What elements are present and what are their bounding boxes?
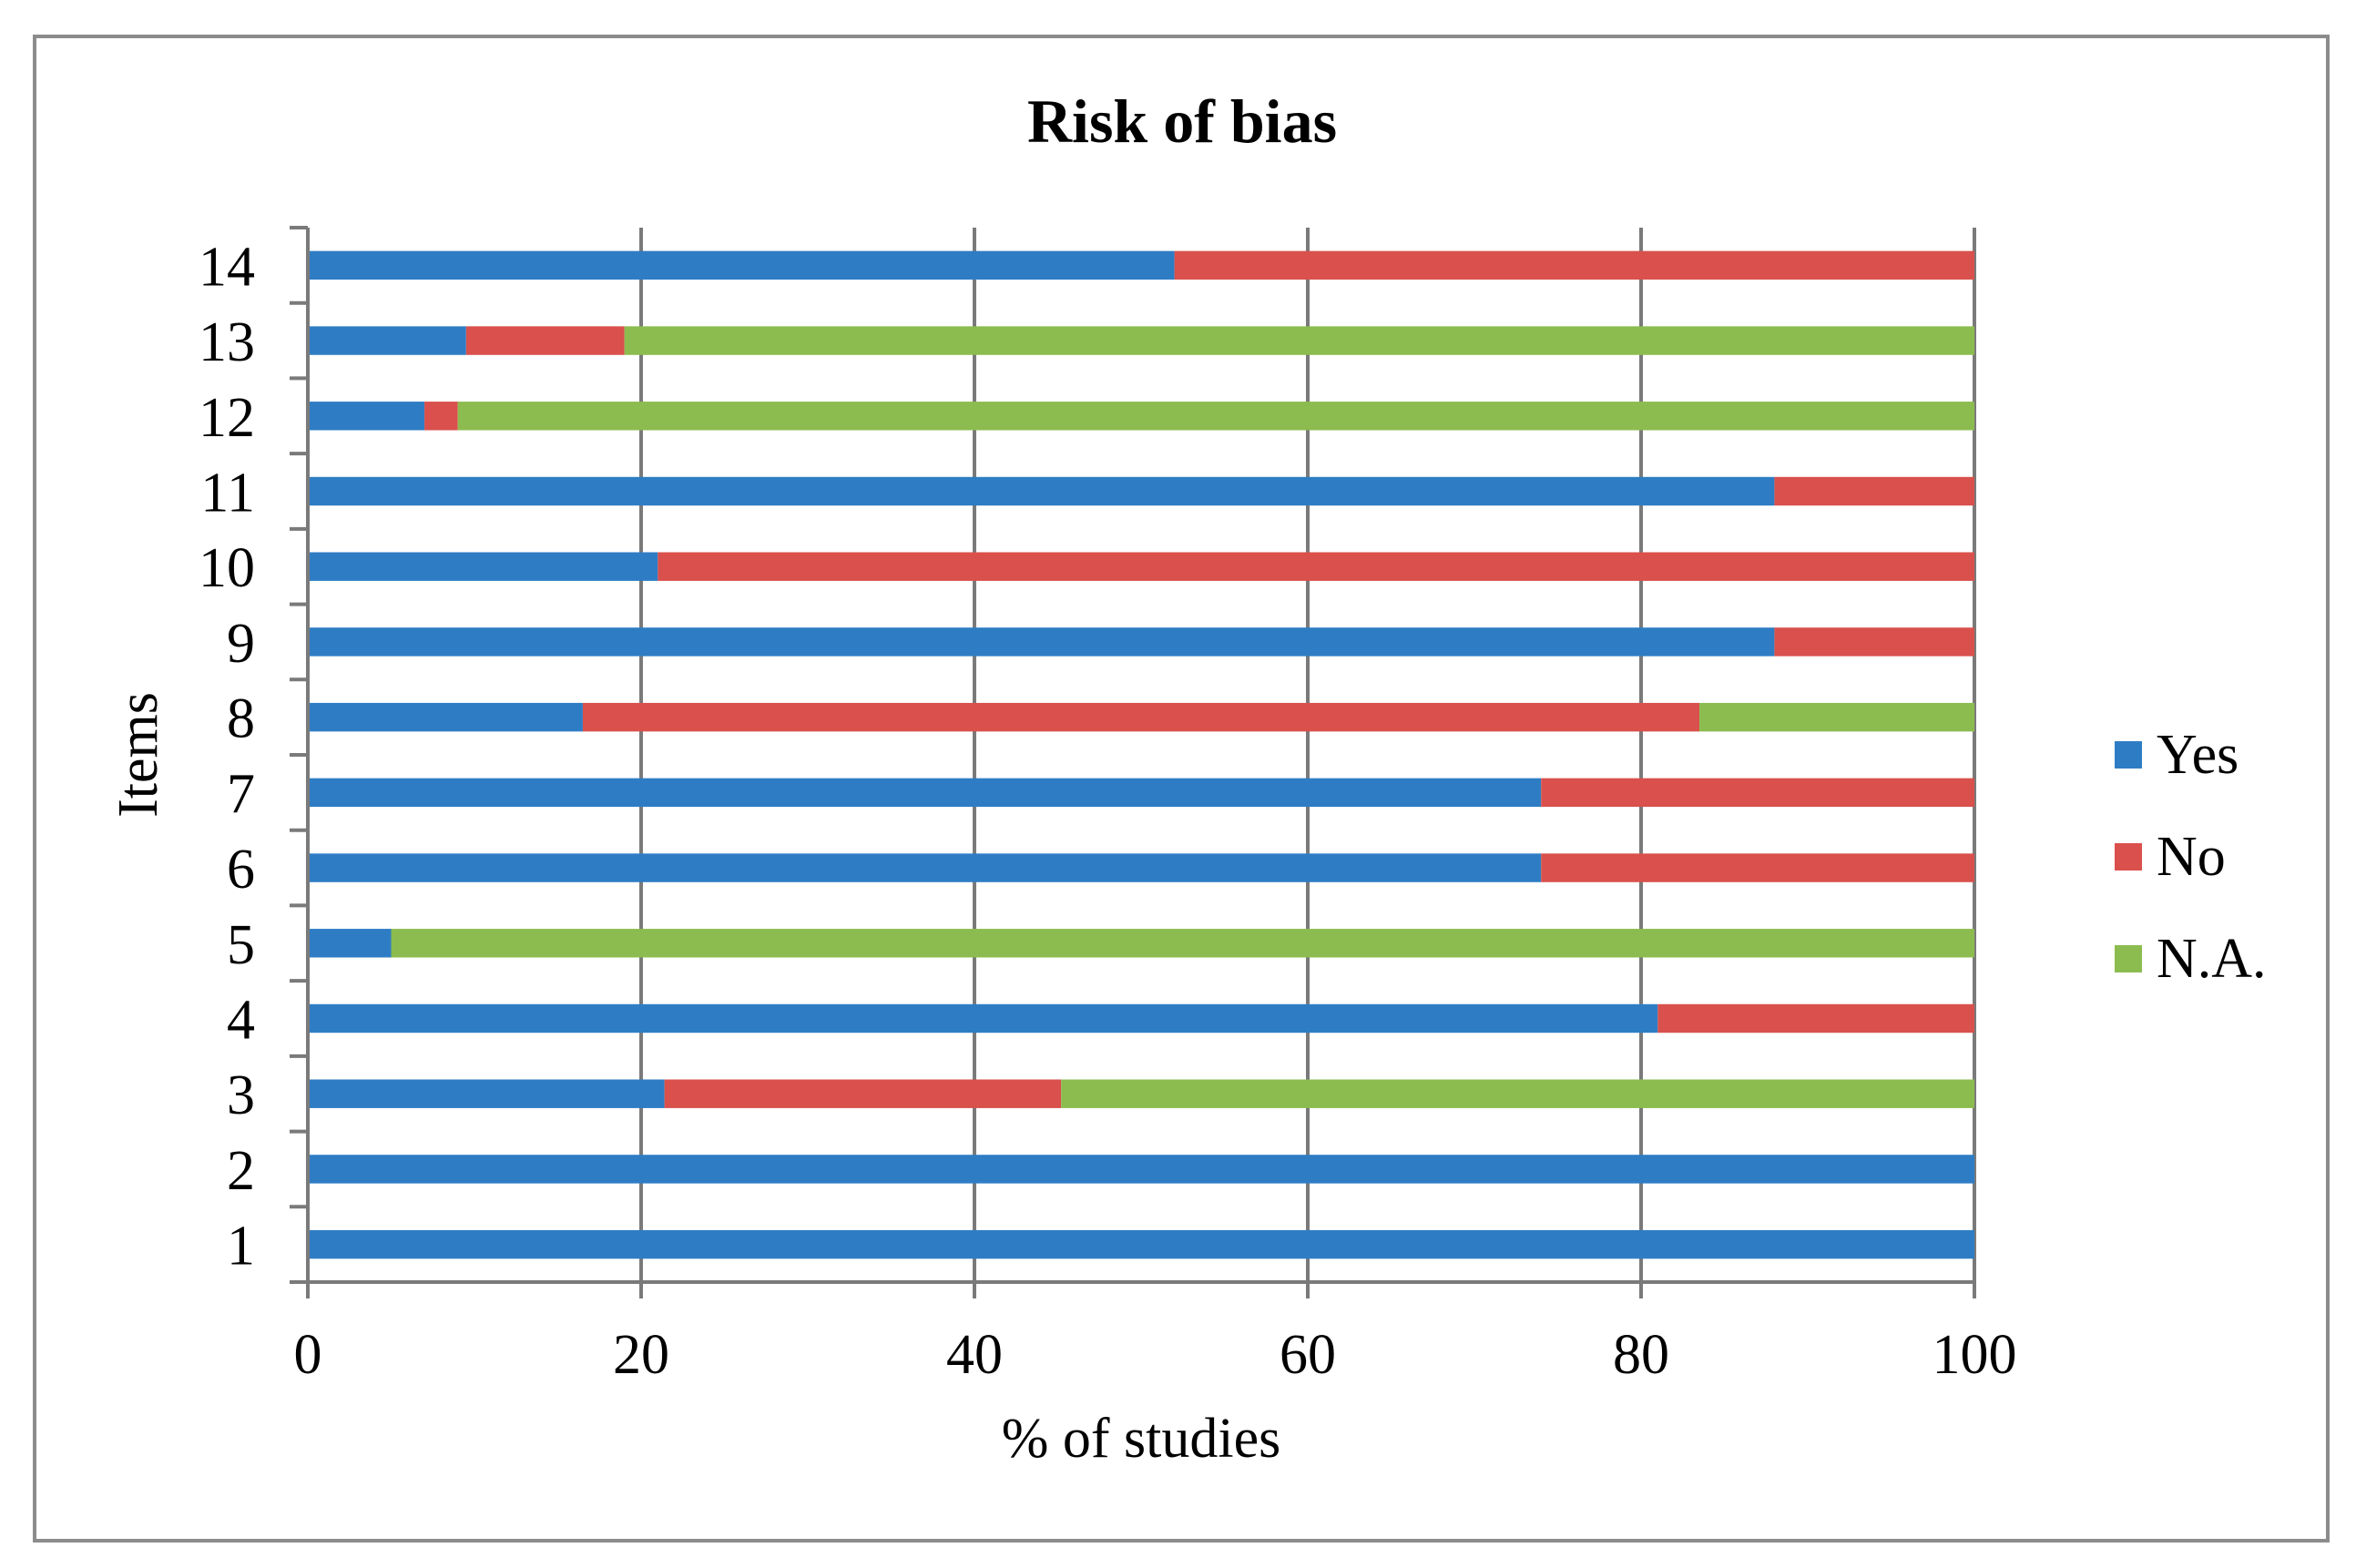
bar-item-3-no <box>664 1079 1062 1108</box>
bar-item-5-na <box>391 929 1974 958</box>
x-tick-label-100: 100 <box>1933 1324 2017 1386</box>
legend-label-na: N.A. <box>2157 928 2267 990</box>
bar-item-8-na <box>1699 702 1974 732</box>
chart-title: Risk of bias <box>1027 87 1337 156</box>
bar-item-1-yes <box>308 1229 1974 1259</box>
y-tick-label-1: 1 <box>227 1216 255 1278</box>
x-axis-label: % of studies <box>1002 1408 1281 1470</box>
axes <box>290 226 1976 1298</box>
bar-item-11-yes <box>308 476 1775 506</box>
bar-item-14-no <box>1174 250 1974 280</box>
y-tick-label-5: 5 <box>227 914 255 976</box>
y-tick-label-4: 4 <box>227 990 255 1052</box>
bar-item-12-na <box>457 402 1975 431</box>
bar-item-10-yes <box>308 552 658 581</box>
bar-item-13-no <box>465 326 625 355</box>
bar-item-7-yes <box>308 778 1542 808</box>
y-axis-label: Items <box>107 692 169 818</box>
y-tick-label-7: 7 <box>227 763 255 825</box>
legend: Yes No N.A. <box>2115 724 2267 990</box>
y-tick-label-8: 8 <box>227 688 255 750</box>
bar-item-4-no <box>1657 1003 1974 1033</box>
bar-item-12-yes <box>308 402 425 431</box>
bar-item-10-no <box>658 552 1974 581</box>
bars <box>308 250 1975 1259</box>
bar-item-6-no <box>1541 853 1974 882</box>
bar-item-9-yes <box>308 627 1775 657</box>
x-tick-label-60: 60 <box>1280 1324 1336 1386</box>
bar-item-8-no <box>582 702 1700 732</box>
x-tick-label-40: 40 <box>946 1324 1003 1386</box>
y-tick-label-12: 12 <box>199 387 255 449</box>
y-tick-label-9: 9 <box>227 613 255 675</box>
bar-item-11-no <box>1774 476 1974 506</box>
bar-item-2-yes <box>308 1155 1974 1184</box>
bar-item-13-yes <box>308 326 466 355</box>
legend-swatch-yes <box>2115 741 2142 769</box>
y-tick-label-3: 3 <box>227 1064 255 1126</box>
y-tick-label-2: 2 <box>227 1140 255 1202</box>
legend-swatch-no <box>2115 843 2142 871</box>
x-tick-label-0: 0 <box>294 1324 322 1386</box>
bar-item-14-yes <box>308 250 1175 280</box>
bar-item-9-no <box>1774 627 1974 657</box>
legend-swatch-na <box>2115 945 2142 972</box>
x-tick-labels: 0 20 40 60 80 100 <box>294 1324 2017 1386</box>
bar-item-4-yes <box>308 1003 1658 1033</box>
legend-label-no: No <box>2157 826 2226 888</box>
x-tick-label-20: 20 <box>613 1324 669 1386</box>
legend-label-yes: Yes <box>2157 724 2239 786</box>
bar-item-12-no <box>424 402 458 431</box>
y-tick-label-13: 13 <box>199 311 255 373</box>
bar-item-8-yes <box>308 702 583 732</box>
bar-item-3-yes <box>308 1079 665 1108</box>
bar-item-7-no <box>1541 778 1974 808</box>
grid-lines <box>639 228 1976 1282</box>
bar-item-6-yes <box>308 853 1542 882</box>
y-tick-label-6: 6 <box>227 839 255 901</box>
bar-item-5-yes <box>308 929 392 958</box>
bar-item-3-na <box>1061 1079 1974 1108</box>
y-tick-label-14: 14 <box>199 236 255 298</box>
y-tick-label-10: 10 <box>199 537 255 599</box>
x-tick-label-80: 80 <box>1613 1324 1669 1386</box>
y-tick-label-11: 11 <box>200 463 255 524</box>
bar-item-13-na <box>624 326 1975 355</box>
